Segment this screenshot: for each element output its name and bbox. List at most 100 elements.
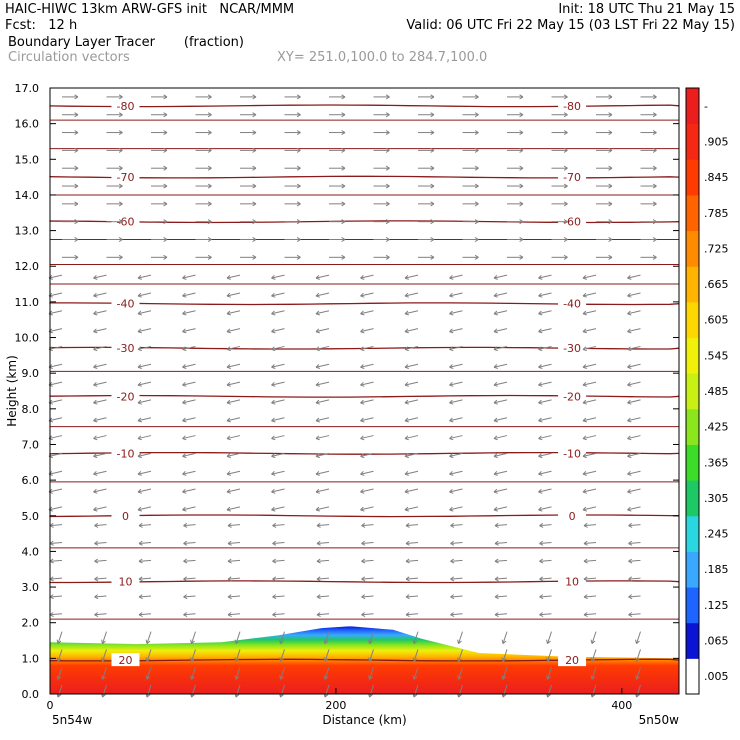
vector-arrow-head [271, 346, 276, 352]
vector-arrow-head [296, 254, 301, 260]
vector-arrow-head [582, 292, 587, 298]
vector-arrow-head [315, 364, 320, 369]
vector-arrow-head [582, 381, 587, 387]
vector-arrow-head [628, 612, 633, 618]
vector-arrow [627, 506, 641, 511]
vector-arrow [48, 310, 63, 315]
vector-arrow-head [582, 471, 587, 476]
vector-arrow-head [538, 453, 543, 459]
vector-arrow [449, 310, 463, 315]
vector-arrow-head [182, 453, 187, 459]
vector-arrow [182, 435, 196, 440]
vector-arrow-head [449, 292, 454, 298]
vector-arrow [628, 542, 641, 544]
vector-arrow [226, 399, 241, 404]
vector-arrow-head [138, 522, 143, 528]
vector-arrow [93, 363, 107, 368]
vector-arrow [49, 542, 63, 544]
vector-arrow [502, 684, 508, 698]
colorbar-swatch [686, 194, 699, 232]
vector-arrow [539, 595, 552, 598]
vector-arrow [628, 559, 641, 562]
vector-arrow [360, 274, 374, 279]
vector-arrow [271, 292, 285, 297]
vector-arrow-head [582, 364, 587, 369]
vector-arrow [137, 488, 152, 493]
vector-arrow [360, 417, 374, 422]
vector-arrow [405, 542, 419, 544]
overlay-title: Circulation vectors [8, 50, 130, 65]
vector-arrow [361, 559, 374, 562]
vector-arrow-head [430, 130, 435, 136]
contour-label: -20 [563, 390, 581, 403]
vector-arrow-head [582, 453, 587, 459]
vector-arrow-head [118, 236, 123, 243]
vector-arrow [235, 649, 241, 662]
vector-arrow-head [538, 488, 543, 494]
x-tick-label: 400 [611, 699, 632, 712]
vector-arrow-head [563, 254, 568, 260]
vector-arrow [182, 470, 196, 475]
vector-arrow [627, 274, 641, 279]
vector-arrow-head [296, 147, 301, 153]
vector-arrow [324, 684, 330, 698]
vector-arrow-head [583, 540, 588, 546]
vector-arrow [360, 328, 374, 333]
vector-arrow [404, 345, 419, 350]
contour-label-bg [111, 389, 140, 403]
vector-arrow [404, 470, 419, 475]
vector-arrow [271, 506, 285, 511]
vector-arrow [360, 381, 374, 386]
vector-arrow [627, 310, 641, 315]
vector-arrow-head [627, 417, 632, 423]
vector-arrow [93, 435, 107, 440]
vector-arrow-head [652, 236, 657, 243]
vector-arrow-head [341, 236, 346, 243]
vector-arrow-head [183, 594, 188, 600]
vector-arrow-head [538, 381, 543, 387]
vector-arrow-head [341, 130, 346, 136]
vector-arrow-head [296, 219, 301, 225]
vector-arrow-head [137, 381, 142, 387]
y-tick-label: 16.0 [15, 118, 40, 131]
vector-arrow [227, 577, 241, 580]
y-tick-label: 10.0 [15, 332, 40, 345]
y-tick-label: 11.0 [15, 296, 40, 309]
vector-arrow [449, 470, 463, 475]
vector-arrow [583, 542, 597, 544]
vector-arrow-head [563, 112, 568, 118]
vector-arrow-head [182, 275, 187, 280]
vector-arrow [102, 667, 107, 680]
vector-arrow [57, 684, 63, 698]
vector-arrow-head [627, 310, 632, 316]
vector-arrow-head [74, 236, 79, 243]
vector-arrow-head [163, 165, 168, 171]
vector-arrow [93, 328, 107, 333]
vector-arrow-head [49, 576, 54, 582]
vector-arrow-head [474, 183, 479, 189]
vector-arrow [182, 328, 196, 333]
vector-arrow [315, 399, 330, 404]
vector-arrow-head [494, 576, 499, 582]
vector-arrow-head [405, 612, 410, 618]
vector-arrow-head [538, 364, 543, 369]
vector-arrow [360, 470, 374, 475]
vector-arrow [226, 417, 241, 422]
vector-arrow-head [323, 675, 329, 680]
vector-arrow-head [226, 435, 231, 441]
vector-arrow [404, 506, 419, 511]
vector-arrow [502, 649, 508, 662]
vector-arrow-head [538, 310, 543, 316]
vector-arrow [369, 631, 374, 644]
vector-arrow-head [538, 471, 543, 476]
vector-arrow [48, 381, 63, 386]
colorbar-label: .785 [704, 207, 729, 220]
vector-arrow-head [360, 328, 365, 334]
vector-arrow [48, 292, 63, 297]
vector-arrow [271, 381, 285, 386]
vector-arrow [138, 559, 152, 562]
vector-arrow-head [582, 488, 587, 494]
vector-arrow [591, 667, 597, 680]
vector-arrow [360, 292, 374, 297]
vector-arrow [494, 524, 508, 527]
